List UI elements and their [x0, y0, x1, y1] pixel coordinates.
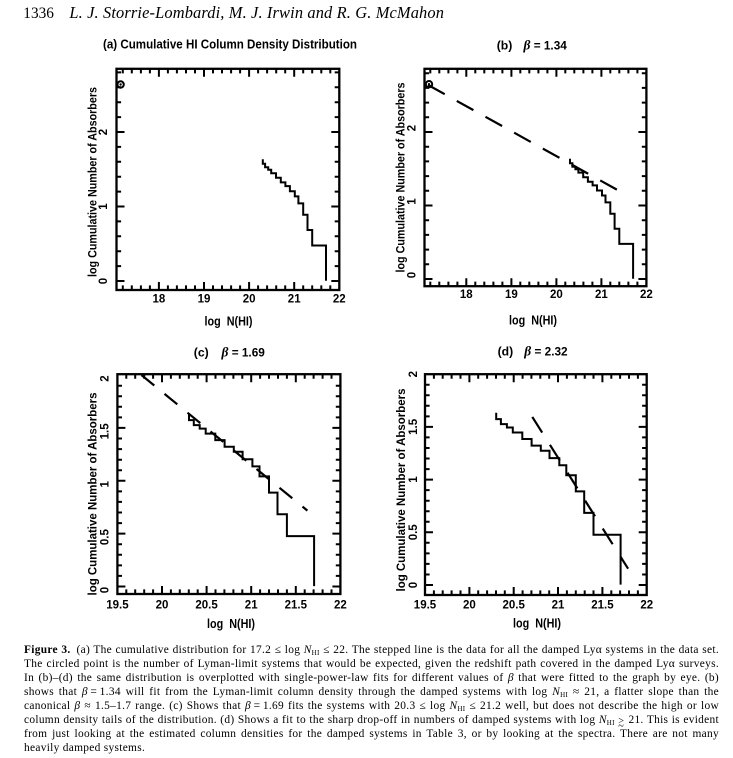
svg-text:20: 20: [156, 600, 169, 612]
svg-text:(a) Cumulative HI Column Densi: (a) Cumulative HI Column Density Distrib…: [103, 38, 357, 52]
svg-text:22: 22: [640, 289, 653, 301]
svg-text:19: 19: [505, 289, 518, 301]
svg-text:22: 22: [334, 600, 347, 612]
svg-text:1: 1: [408, 476, 420, 483]
svg-text:(b): (b): [497, 39, 513, 53]
svg-text:21: 21: [552, 600, 565, 612]
svg-text:21: 21: [288, 294, 301, 306]
svg-text:2: 2: [98, 129, 110, 135]
svg-text:1: 1: [407, 198, 419, 205]
svg-text:22: 22: [640, 600, 653, 612]
svg-text:21: 21: [245, 600, 258, 612]
svg-text:log N(HI): log N(HI): [509, 313, 557, 328]
svg-text:0.5: 0.5: [100, 529, 112, 546]
svg-text:21.5: 21.5: [285, 600, 308, 612]
svg-text:log N(HI): log N(HI): [513, 616, 561, 631]
svg-text:19: 19: [198, 294, 211, 306]
svg-text:2: 2: [408, 371, 420, 377]
svg-text:20: 20: [463, 600, 476, 612]
svg-text:log N(HI): log N(HI): [207, 616, 255, 631]
svg-text:2: 2: [407, 125, 419, 131]
svg-text:0: 0: [98, 278, 110, 284]
svg-text:20.5: 20.5: [195, 600, 218, 612]
svg-text:18: 18: [153, 294, 166, 306]
svg-text:0.5: 0.5: [408, 524, 420, 541]
svg-text:1: 1: [100, 481, 112, 488]
svg-text:β = 1.34: β = 1.34: [523, 38, 568, 53]
svg-text:19.5: 19.5: [106, 600, 129, 612]
svg-text:β = 2.32: β = 2.32: [523, 344, 568, 359]
svg-text:log Cumulative Number of Absor: log Cumulative Number of Absorbers: [88, 393, 100, 596]
svg-text:0: 0: [407, 272, 419, 278]
svg-text:1.5: 1.5: [100, 423, 112, 440]
svg-text:(c): (c): [194, 345, 209, 359]
svg-text:0: 0: [408, 582, 420, 588]
svg-text:log Cumulative Number of Absor: log Cumulative Number of Absorbers: [88, 87, 100, 277]
svg-text:β = 1.69: β = 1.69: [221, 344, 266, 359]
svg-text:1: 1: [98, 203, 110, 210]
svg-text:1.5: 1.5: [408, 418, 420, 435]
svg-text:log N(HI): log N(HI): [205, 314, 253, 329]
svg-text:0: 0: [100, 587, 112, 593]
svg-text:20: 20: [550, 289, 563, 301]
svg-text:log Cumulative Number of Absor: log Cumulative Number of Absorbers: [396, 83, 408, 273]
svg-text:21.5: 21.5: [591, 600, 614, 612]
svg-text:18: 18: [460, 289, 473, 301]
svg-text:(d): (d): [498, 345, 514, 359]
svg-text:19.5: 19.5: [414, 600, 437, 612]
svg-text:22: 22: [333, 294, 346, 306]
svg-text:21: 21: [595, 289, 608, 301]
svg-text:20: 20: [243, 294, 256, 306]
svg-text:20.5: 20.5: [503, 600, 526, 612]
svg-text:2: 2: [100, 375, 112, 381]
svg-text:log Cumulative Number of Absor: log Cumulative Number of Absorbers: [396, 389, 408, 592]
